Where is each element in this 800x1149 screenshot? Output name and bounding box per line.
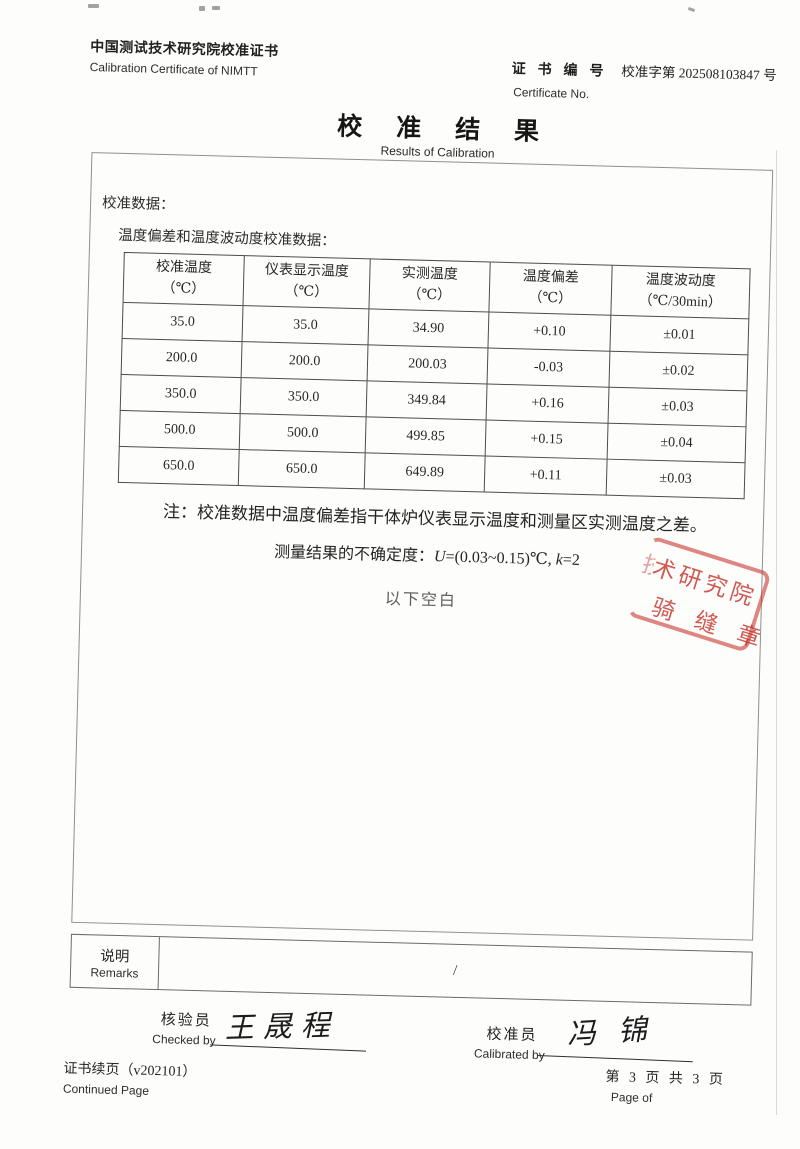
table-cell: 649.89 [364, 453, 485, 492]
checked-by-label-cn: 核验员 [161, 1008, 213, 1030]
remarks-label-cell: 说明 Remarks [71, 935, 160, 989]
continued-page-label-cn: 证书续页（v202101） [63, 1058, 196, 1081]
table-cell: 34.90 [368, 309, 489, 348]
checked-by-signature: 王晟程 [224, 1002, 339, 1047]
table-cell: 499.85 [365, 417, 486, 456]
table-cell: 650.0 [118, 446, 239, 485]
calibrated-signature-line [537, 1055, 693, 1062]
table-cell: ±0.01 [610, 315, 749, 355]
column-header: 温度波动度（℃/30min） [611, 265, 750, 319]
table-cell: 35.0 [242, 306, 369, 345]
calibrated-by-label-en: Calibrated by [474, 1046, 545, 1062]
table-cell: 350.0 [240, 378, 367, 417]
certificate-number-label-cn: 证 书 编 号 [512, 60, 608, 78]
section-label: 校准数据： [102, 191, 175, 214]
table-cell: +0.10 [488, 312, 611, 351]
calibration-table: 校准温度（℃）仪表显示温度（℃）实测温度（℃）温度偏差（℃）温度波动度（℃/30… [118, 252, 751, 499]
table-cell: ±0.03 [606, 459, 745, 499]
table-cell: 35.0 [122, 302, 243, 341]
table-cell: 200.0 [121, 338, 242, 377]
table-cell: +0.11 [484, 456, 607, 495]
page-number-label-en: Page of [611, 1090, 653, 1105]
table-cell: +0.16 [486, 384, 609, 423]
table-cell: 200.03 [367, 345, 488, 384]
scan-artifact [212, 6, 220, 10]
org-title-en: Calibration Certificate of NIMTT [90, 60, 258, 78]
checked-signature-line [210, 1044, 366, 1051]
table-cell: -0.03 [487, 348, 610, 387]
table-cell: 650.0 [238, 450, 365, 489]
remarks-label-en: Remarks [90, 965, 138, 980]
column-header: 实测温度（℃） [369, 259, 490, 312]
table-cell: 500.0 [239, 414, 366, 453]
remarks-value: / [159, 937, 752, 1004]
org-title-cn: 中国测试技术研究院校准证书 [90, 36, 279, 61]
certificate-number-value: 校准字第 202508103847 号 [621, 64, 777, 83]
note-deviation: 注：校准数据中温度偏差指干体炉仪表显示温度和测量区实测温度之差。 [83, 495, 763, 538]
scan-artifact [688, 7, 696, 12]
remarks-label-cn: 说明 [100, 944, 130, 966]
table-cell: ±0.02 [609, 351, 748, 391]
table-cell: 349.84 [366, 381, 487, 420]
column-header: 温度偏差（℃） [489, 262, 612, 315]
table-cell: +0.15 [485, 420, 608, 459]
certificate-number-label-en: Certificate No. [513, 85, 589, 101]
table-caption: 温度偏差和温度波动度校准数据： [118, 224, 336, 251]
calibrated-by-label-cn: 校准员 [486, 1023, 538, 1045]
table-cell: 200.0 [241, 342, 368, 381]
table-cell: 500.0 [119, 410, 240, 449]
page-number: 第 3 页 共 3 页 [605, 1066, 726, 1089]
continued-page-label-en: Continued Page [63, 1082, 149, 1098]
scan-artifact [199, 6, 205, 11]
paper-edge-line [776, 150, 777, 1115]
table-cell: ±0.04 [607, 423, 746, 463]
column-header: 仪表显示温度（℃） [243, 256, 370, 309]
column-header: 校准温度（℃） [123, 252, 244, 305]
table-cell: 350.0 [120, 374, 241, 413]
calibrated-by-signature: 冯锦 [565, 1005, 669, 1053]
certificate-number-row: 证 书 编 号 校准字第 202508103847 号 [512, 57, 777, 85]
scan-artifact [88, 4, 99, 8]
remarks-box: 说明 Remarks / [70, 934, 753, 1006]
table-cell: ±0.03 [608, 387, 747, 427]
checked-by-label-en: Checked by [152, 1032, 216, 1048]
